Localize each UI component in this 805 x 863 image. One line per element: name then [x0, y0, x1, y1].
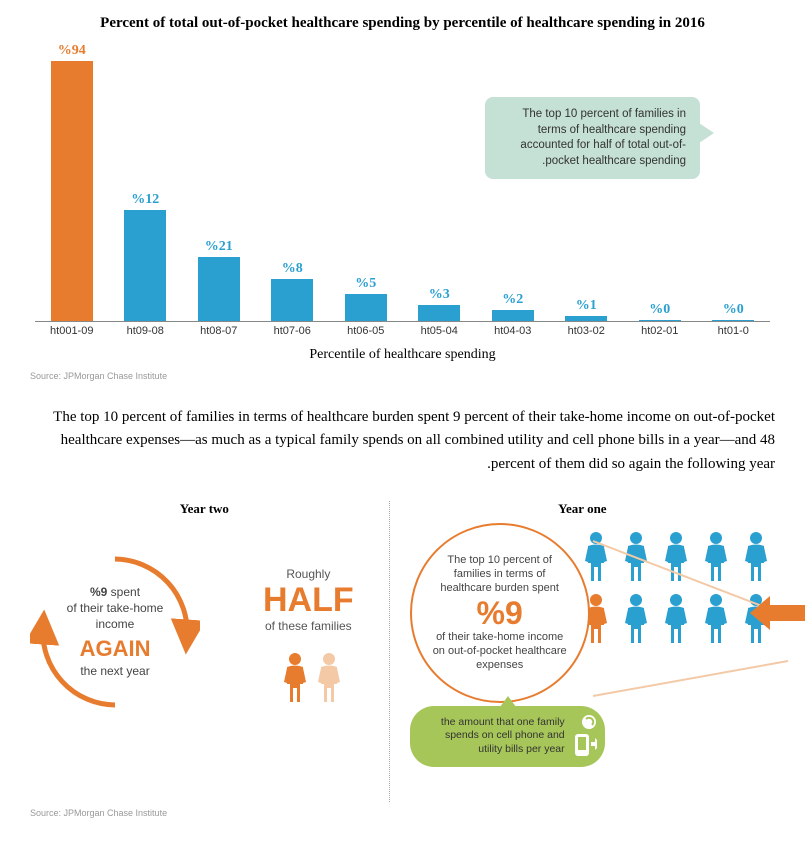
bar-category-label: 10-20th [641, 325, 678, 337]
half-text-block: Roughly HALF of these families [263, 567, 354, 633]
bar-category-label: 70-80th [200, 325, 237, 337]
bar-value-label: 5% [355, 276, 376, 292]
bar-category-label: 20-30th [568, 325, 605, 337]
again-text-block: spent 9% of their take-home income AGAIN… [30, 547, 200, 717]
bar-rect [345, 294, 387, 321]
phone-plug-icon [569, 714, 597, 758]
bar-col: 12%70-80th [182, 239, 256, 321]
bar-rect [51, 61, 93, 321]
body-paragraph: The top 10 percent of families in terms … [30, 406, 775, 476]
year-two-panel: Year two Roughly HALF of these families … [30, 501, 390, 802]
year1-bubble-line2: of their take-home income on out-of-pock… [430, 630, 570, 673]
bar-value-label: 1% [576, 298, 597, 314]
bar-rect [639, 320, 681, 321]
year-one-title: Year one [390, 501, 775, 517]
green-bubble-text: the amount that one family spends on cel… [441, 716, 565, 755]
bar-category-label: 90-100th [50, 325, 93, 337]
bar-category-label: 30-40th [494, 325, 531, 337]
bar-rect [418, 305, 460, 321]
person-slot [280, 652, 310, 709]
year-one-panel: Year one The top 10 percent of families … [390, 501, 775, 802]
bar-value-label: 0% [649, 302, 670, 318]
of-families-label: of these families [263, 619, 354, 633]
arrow-left-icon [750, 596, 805, 630]
again-line3: the next year [80, 663, 149, 679]
year1-bubble-big: 9% [477, 597, 523, 629]
bar-value-label: 21% [131, 192, 159, 208]
person-icon [314, 652, 344, 704]
source-label-2: Source: JPMorgan Chase Institute [30, 808, 775, 818]
x-axis-title: Percentile of healthcare spending [30, 347, 775, 363]
bar-value-label: 8% [282, 261, 303, 277]
bar-value-label: 3% [429, 287, 450, 303]
bar-col: 49%90-100th [35, 43, 109, 321]
person-slot [314, 652, 344, 709]
bar-col: 2%30-40th [476, 292, 550, 321]
bar-chart: 49%90-100th21%80-90th12%70-80th8%60-70th… [35, 42, 770, 342]
bar-rect [124, 210, 166, 321]
bar-category-label: 50-60th [347, 325, 384, 337]
roughly-label: Roughly [263, 567, 354, 581]
bar-value-label: 49% [58, 43, 86, 59]
year-two-title: Year two [30, 501, 379, 517]
half-word: HALF [263, 583, 354, 617]
bar-col: 0%10-20th [623, 302, 697, 321]
person-icon [280, 652, 310, 704]
bar-col: 21%80-90th [109, 192, 183, 321]
bar-value-label: 2% [502, 292, 523, 308]
green-compare-bubble: the amount that one family spends on cel… [410, 706, 605, 767]
again-line2: of their take-home income [54, 600, 176, 632]
bar-rect [492, 310, 534, 321]
chart-title: Percent of total out-of-pocket healthcar… [30, 15, 775, 32]
again-line1a: spent [107, 585, 140, 599]
year1-bubble: The top 10 percent of families in terms … [410, 523, 590, 703]
source-label-1: Source: JPMorgan Chase Institute [30, 371, 775, 381]
infographic: Year two Roughly HALF of these families … [30, 501, 775, 802]
two-people-icons [280, 652, 344, 709]
bar-rect [271, 279, 313, 321]
bar-category-label: 0-10th [718, 325, 749, 337]
again-pct: 9% [90, 585, 107, 599]
bar-category-label: 80-90th [127, 325, 164, 337]
bar-category-label: 40-50th [421, 325, 458, 337]
bar-rect [565, 316, 607, 321]
bar-col: 8%60-70th [256, 261, 330, 321]
year1-bubble-line1: The top 10 percent of families in terms … [430, 553, 570, 596]
bar-col: 0%0-10th [697, 302, 771, 321]
bar-col: 1%20-30th [550, 298, 624, 321]
again-word: AGAIN [80, 634, 151, 664]
bar-category-label: 60-70th [274, 325, 311, 337]
chart-callout-bubble: The top 10 percent of families in terms … [485, 97, 700, 179]
bar-col: 3%40-50th [403, 287, 477, 321]
bar-value-label: 12% [205, 239, 233, 255]
bar-value-label: 0% [723, 302, 744, 318]
bar-rect [712, 320, 754, 321]
bar-col: 5%50-60th [329, 276, 403, 321]
bar-rect [198, 257, 240, 321]
